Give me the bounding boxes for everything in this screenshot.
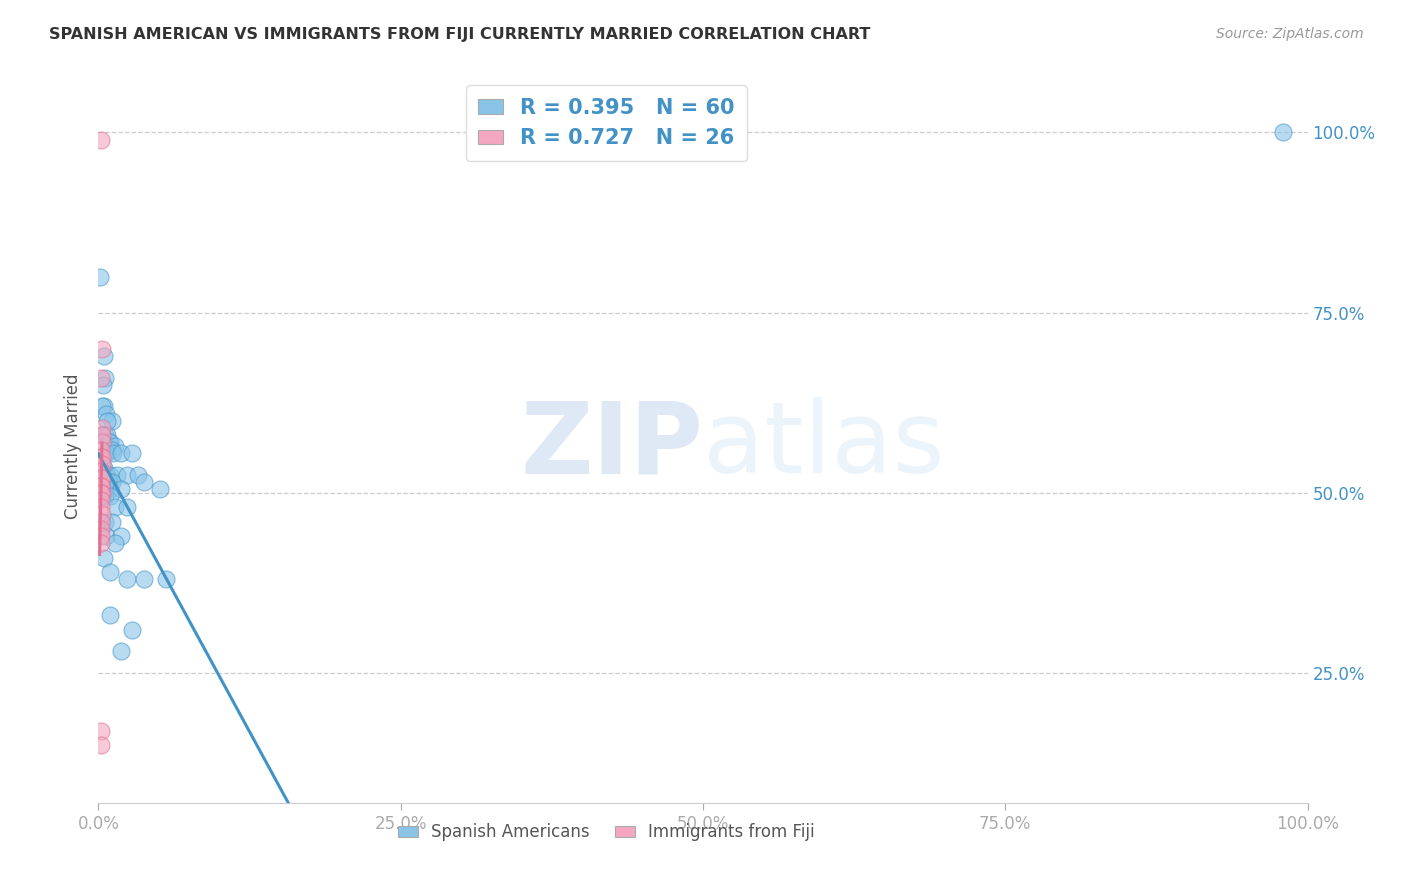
Point (96, 467, 118, 482)
Point (94, 490, 117, 504)
Point (90, 435, 112, 450)
Point (97, 475, 120, 489)
Point (89, 269, 111, 284)
Point (100, 475, 122, 489)
Point (96, 407, 118, 421)
Point (90, 342, 112, 356)
Point (90, 478, 112, 492)
Point (98, 482, 121, 496)
Point (96, 446, 118, 460)
Point (93, 349, 115, 363)
Point (98, 565, 121, 579)
Point (98, 608, 121, 623)
Point (91, 475, 114, 489)
Point (91, 428, 114, 442)
Point (94, 515, 117, 529)
Point (90, 486, 112, 500)
Point (90, 515, 112, 529)
Point (90, 457, 112, 471)
Point (96, 428, 118, 442)
Point (94, 428, 117, 442)
Point (93, 550, 115, 565)
Point (93, 475, 115, 489)
Point (104, 439, 127, 453)
Point (115, 572, 138, 586)
Point (90, 536, 112, 550)
Point (91, 515, 114, 529)
Y-axis label: Currently Married: Currently Married (65, 373, 83, 519)
Point (110, 482, 132, 496)
Point (155, 572, 177, 586)
Point (97, 435, 120, 450)
Point (96, 414, 118, 428)
Point (90, 493, 112, 508)
Point (110, 529, 132, 543)
Point (93, 460, 115, 475)
Point (90, 723, 112, 738)
Legend: Spanish Americans, Immigrants from Fiji: Spanish Americans, Immigrants from Fiji (391, 817, 821, 848)
Point (90, 738, 112, 752)
Point (91, 377, 114, 392)
Point (96, 529, 118, 543)
Point (93, 482, 115, 496)
Point (90, 471, 112, 485)
Point (96, 482, 118, 496)
Point (110, 644, 132, 658)
Point (98, 435, 121, 450)
Point (90, 428, 112, 442)
Point (91, 482, 114, 496)
Point (149, 482, 172, 496)
Point (98, 490, 121, 504)
Point (90, 442, 112, 457)
Text: atlas: atlas (703, 398, 945, 494)
Point (115, 500, 138, 515)
Point (121, 623, 143, 637)
Text: Source: ZipAtlas.com: Source: ZipAtlas.com (1216, 27, 1364, 41)
Point (96, 475, 118, 489)
Point (90, 471, 112, 485)
Point (132, 572, 155, 586)
Point (115, 467, 138, 482)
Point (94, 370, 117, 384)
Point (91, 400, 114, 414)
Point (90, 500, 112, 515)
Point (91, 460, 114, 475)
Point (90, 522, 112, 536)
Point (132, 475, 155, 489)
Point (104, 500, 127, 515)
Point (104, 536, 127, 550)
Point (93, 400, 115, 414)
Point (90, 529, 112, 543)
Point (100, 515, 122, 529)
Point (98, 467, 121, 482)
Text: ZIP: ZIP (520, 398, 703, 494)
Point (90, 478, 112, 492)
Point (121, 446, 143, 460)
Point (100, 414, 122, 428)
Text: SPANISH AMERICAN VS IMMIGRANTS FROM FIJI CURRENTLY MARRIED CORRELATION CHART: SPANISH AMERICAN VS IMMIGRANTS FROM FIJI… (49, 27, 870, 42)
Point (90, 450, 112, 464)
Point (105, 467, 128, 482)
Point (100, 442, 122, 457)
Point (90, 464, 112, 478)
Point (110, 446, 132, 460)
Point (90, 508, 112, 522)
Point (90, 370, 112, 384)
Point (91, 490, 114, 504)
Point (90, 486, 112, 500)
Point (90, 450, 112, 464)
Point (101, 446, 124, 460)
Point (90, 133, 112, 147)
Point (127, 467, 149, 482)
Point (1272, 125, 1295, 139)
Point (90, 421, 112, 435)
Point (96, 467, 118, 482)
